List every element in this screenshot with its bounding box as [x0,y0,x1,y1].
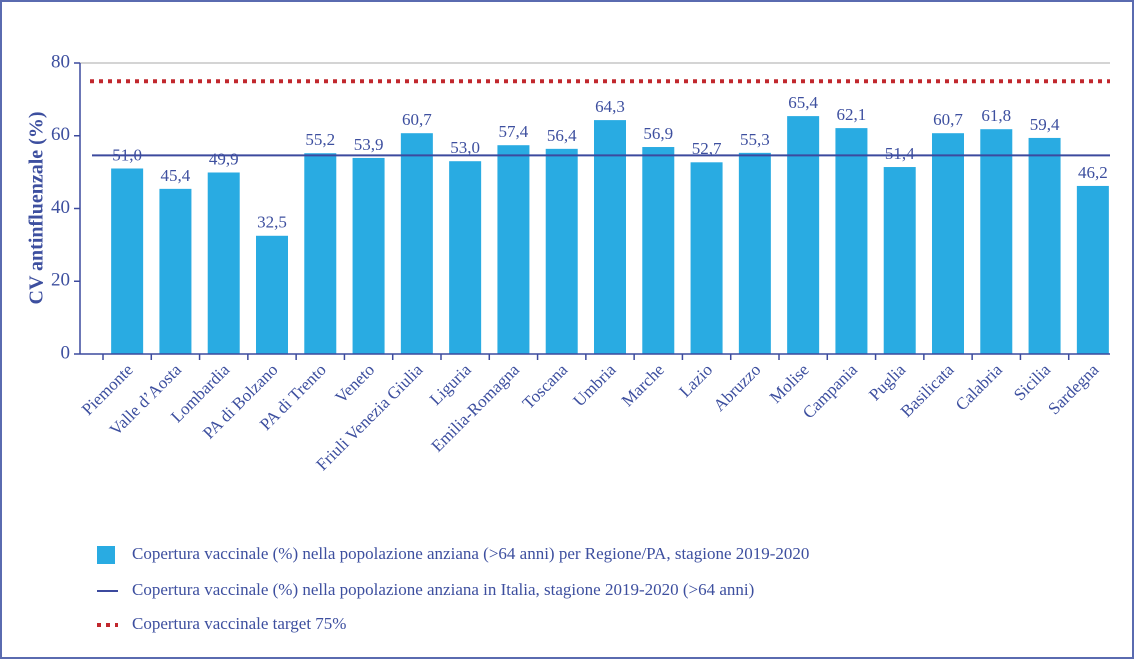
bar [304,153,337,354]
y-tick-label: 0 [61,342,71,363]
value-label: 60,7 [402,110,432,129]
value-label: 53,0 [450,138,480,157]
value-label: 61,8 [981,106,1011,125]
x-tick-label: Calabria [952,360,1006,414]
x-tick-label: Marche [618,360,668,410]
bar [400,133,433,354]
value-label: 55,2 [305,130,335,149]
x-tick-label: Sardegna [1044,360,1102,418]
x-tick-label: Umbria [569,360,619,410]
bar [787,116,820,354]
bar [594,120,626,354]
value-label: 57,4 [499,122,529,141]
bar [642,147,675,354]
legend-label: Copertura vaccinale (%) nella popolazion… [132,544,809,563]
x-tick-label: Emilia-Romagna [427,360,523,456]
bar [883,167,916,354]
x-tick-label: Lazio [675,360,716,401]
bar [980,129,1013,354]
value-label: 64,3 [595,97,625,116]
bar [545,148,578,354]
bar [159,188,192,354]
y-axis-title: CV antinfluenzale (%) [26,112,48,305]
value-label: 55,3 [740,130,770,149]
value-label: 65,4 [788,93,818,112]
value-label: 45,4 [161,166,191,185]
legend-swatch [97,546,115,564]
legend-label: Copertura vaccinale (%) nella popolazion… [132,580,754,599]
x-tick-label: Puglia [865,360,909,404]
bar [449,161,482,354]
y-tick-label: 40 [51,197,70,218]
y-tick-label: 60 [51,124,70,145]
bar [497,145,530,354]
value-label: 56,9 [643,124,673,143]
value-label: 59,4 [1030,115,1060,134]
bar [207,172,240,354]
bar [690,162,723,354]
bar [835,128,868,354]
bar [1076,185,1109,354]
value-label: 51,4 [885,144,915,163]
bar [256,235,288,354]
bar [1028,137,1061,354]
value-label: 62,1 [837,105,867,124]
bar [932,133,964,354]
value-label: 56,4 [547,126,577,145]
x-tick-label: Basilicata [897,360,958,421]
bar [738,152,771,354]
value-label: 52,7 [692,139,722,158]
value-label: 49,9 [209,149,239,168]
y-tick-label: 80 [51,51,70,72]
bar [352,157,385,354]
x-tick-label: Sicilia [1010,360,1054,404]
bar [111,168,144,354]
value-label: 46,2 [1078,163,1108,182]
value-label: 53,9 [354,135,384,154]
value-label: 32,5 [257,213,287,232]
x-tick-label: Abruzzo [710,360,765,415]
x-tick-label: Toscana [519,360,572,413]
x-tick-label: Veneto [331,360,378,407]
legend-label: Copertura vaccinale target 75% [132,614,346,633]
value-label: 60,7 [933,110,963,129]
y-tick-label: 20 [51,270,70,291]
x-tick-label: Molise [766,360,813,407]
